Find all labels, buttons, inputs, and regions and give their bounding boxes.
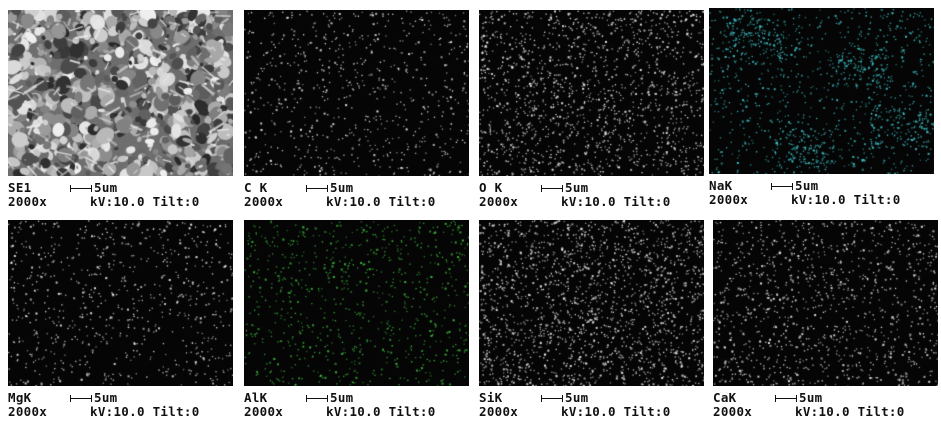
se-image-canvas — [8, 10, 233, 176]
caption-line-1: AlK 5um — [244, 391, 353, 404]
panel-si: SiK 5um 2000x kV:10.0 Tilt:0 — [479, 220, 704, 425]
magnification: 2000x — [709, 192, 749, 207]
caption-line-1: NaK 5um — [709, 179, 818, 192]
caption-line-2: 2000x kV:10.0 Tilt:0 — [479, 195, 671, 208]
caption-line-2: 2000x kV:10.0 Tilt:0 — [713, 405, 905, 418]
magnification: 2000x — [8, 404, 48, 419]
caption-line-1: CaK 5um — [713, 391, 822, 404]
scale-label: 5um — [94, 180, 118, 195]
tilt-label: Tilt:0 — [388, 194, 436, 209]
tilt-label: Tilt:0 — [853, 192, 901, 207]
caption-line-1: O K 5um — [479, 181, 588, 194]
caption-line-2: 2000x kV:10.0 Tilt:0 — [8, 195, 200, 208]
scale-label: 5um — [565, 180, 589, 195]
caption-line-2: 2000x kV:10.0 Tilt:0 — [244, 405, 436, 418]
element-label: SE1 — [8, 180, 32, 195]
kv-label: kV:10.0 — [326, 194, 381, 209]
scale-bar — [70, 184, 92, 193]
caption-line-1: SiK 5um — [479, 391, 588, 404]
element-map-canvas — [8, 220, 233, 386]
tilt-label: Tilt:0 — [623, 194, 671, 209]
magnification: 2000x — [244, 194, 284, 209]
element-label: C K — [244, 180, 268, 195]
tilt-label: Tilt:0 — [623, 404, 671, 419]
kv-label: kV:10.0 — [90, 194, 145, 209]
panel-o: O K 5um 2000x kV:10.0 Tilt:0 — [479, 10, 704, 215]
panel-c: C K 5um 2000x kV:10.0 Tilt:0 — [244, 10, 469, 215]
element-label: AlK — [244, 390, 268, 405]
element-map-canvas — [244, 220, 469, 386]
panel-al: AlK 5um 2000x kV:10.0 Tilt:0 — [244, 220, 469, 425]
caption-line-2: 2000x kV:10.0 Tilt:0 — [479, 405, 671, 418]
kv-label: kV:10.0 — [561, 404, 616, 419]
tilt-label: Tilt:0 — [152, 194, 200, 209]
element-map — [244, 10, 469, 176]
element-map-canvas — [713, 220, 938, 386]
scale-label: 5um — [795, 178, 819, 193]
magnification: 2000x — [244, 404, 284, 419]
scale-bar — [775, 394, 797, 403]
kv-label: kV:10.0 — [795, 404, 850, 419]
scale-bar — [541, 184, 563, 193]
magnification: 2000x — [8, 194, 48, 209]
element-map-canvas — [709, 8, 934, 174]
scale-label: 5um — [565, 390, 589, 405]
panel-na: NaK 5um 2000x kV:10.0 Tilt:0 — [709, 8, 934, 213]
element-label: CaK — [713, 390, 737, 405]
caption-line-1: C K 5um — [244, 181, 353, 194]
scale-label: 5um — [330, 180, 354, 195]
kv-label: kV:10.0 — [791, 192, 846, 207]
caption-line-2: 2000x kV:10.0 Tilt:0 — [8, 405, 200, 418]
scale-bar — [306, 394, 328, 403]
element-map — [244, 220, 469, 386]
scale-bar — [306, 184, 328, 193]
element-label: MgK — [8, 390, 32, 405]
tilt-label: Tilt:0 — [388, 404, 436, 419]
panel-mg: MgK 5um 2000x kV:10.0 Tilt:0 — [8, 220, 233, 425]
scale-label: 5um — [330, 390, 354, 405]
element-map — [8, 220, 233, 386]
caption-line-1: MgK 5um — [8, 391, 117, 404]
kv-label: kV:10.0 — [90, 404, 145, 419]
tilt-label: Tilt:0 — [857, 404, 905, 419]
scale-label: 5um — [94, 390, 118, 405]
element-label: SiK — [479, 390, 503, 405]
scale-label: 5um — [799, 390, 823, 405]
element-map-canvas — [479, 220, 704, 386]
kv-label: kV:10.0 — [561, 194, 616, 209]
caption-line-1: SE1 5um — [8, 181, 117, 194]
element-map-canvas — [244, 10, 469, 176]
element-map-canvas — [479, 10, 704, 176]
scale-bar — [541, 394, 563, 403]
element-label: O K — [479, 180, 503, 195]
caption-line-2: 2000x kV:10.0 Tilt:0 — [244, 195, 436, 208]
magnification: 2000x — [479, 194, 519, 209]
element-map — [479, 10, 704, 176]
element-map — [709, 8, 934, 174]
kv-label: kV:10.0 — [326, 404, 381, 419]
element-label: NaK — [709, 178, 733, 193]
panel-ca: CaK 5um 2000x kV:10.0 Tilt:0 — [713, 220, 938, 425]
scale-bar — [771, 182, 793, 191]
magnification: 2000x — [713, 404, 753, 419]
caption-line-2: 2000x kV:10.0 Tilt:0 — [709, 193, 901, 206]
element-map — [479, 220, 704, 386]
panel-se1: SE1 5um 2000x kV:10.0 Tilt:0 — [8, 10, 233, 215]
tilt-label: Tilt:0 — [152, 404, 200, 419]
scale-bar — [70, 394, 92, 403]
se-image — [8, 10, 233, 176]
element-map — [713, 220, 938, 386]
magnification: 2000x — [479, 404, 519, 419]
